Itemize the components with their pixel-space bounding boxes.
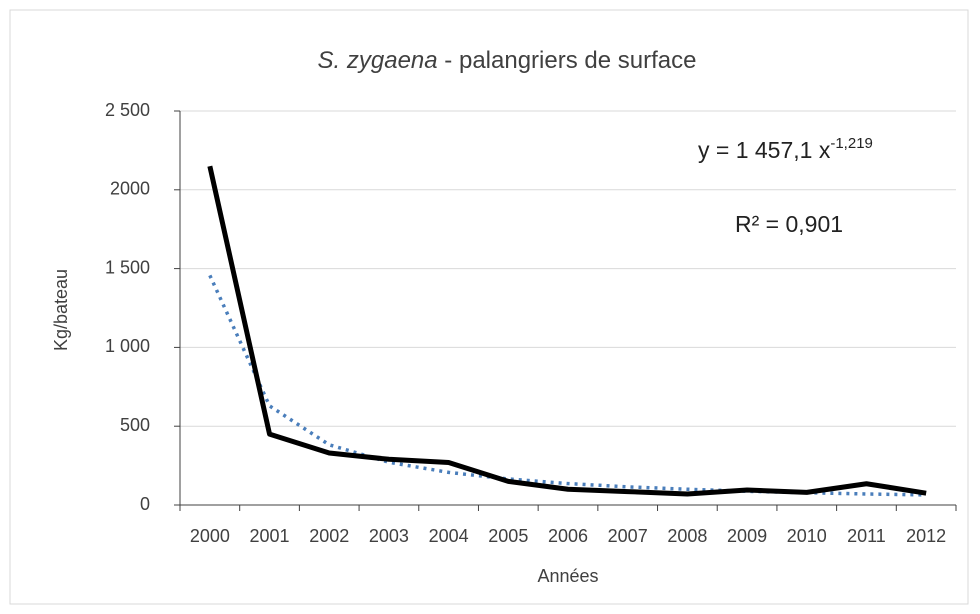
y-axis-title: Kg/bateau — [51, 269, 71, 351]
x-tick-label: 2012 — [906, 526, 946, 546]
x-tick-label: 2005 — [488, 526, 528, 546]
data-line — [207, 165, 927, 497]
x-tick-label: 2004 — [429, 526, 469, 546]
chart-frame — [9, 9, 969, 605]
x-tick-label: 2011 — [847, 526, 886, 546]
r-squared: R² = 0,901 — [735, 211, 843, 237]
x-tick-label: 2003 — [369, 526, 409, 546]
equation-exponent: -1,219 — [830, 135, 873, 152]
x-tick-label: 2010 — [787, 526, 827, 546]
equation-text: y = 1 457,1 x — [698, 137, 831, 163]
y-tick-label: 2 500 — [105, 100, 150, 120]
chart-title: S. zygaena - palangriers de surface — [318, 47, 697, 74]
x-tick-label: 2000 — [190, 526, 230, 546]
x-tick-label: 2006 — [548, 526, 588, 546]
y-tick-label: 2000 — [110, 179, 150, 199]
y-tick-label: 1 000 — [105, 336, 150, 356]
x-tick-label: 2007 — [608, 526, 648, 546]
title-text: - palangriers de surface — [438, 47, 697, 74]
x-tick-label: 2002 — [309, 526, 349, 546]
y-tick-label: 0 — [140, 494, 150, 514]
y-tick-label: 500 — [120, 415, 150, 435]
equation: y = 1 457,1 x-1,219 — [698, 135, 873, 163]
y-tick-label: 1 500 — [105, 257, 150, 277]
x-axis-title: Années — [537, 566, 598, 586]
x-tick-label: 2001 — [250, 526, 290, 546]
title-species: S. zygaena — [318, 47, 438, 74]
x-tick-label: 2008 — [667, 526, 707, 546]
x-tick-label: 2009 — [727, 526, 767, 546]
